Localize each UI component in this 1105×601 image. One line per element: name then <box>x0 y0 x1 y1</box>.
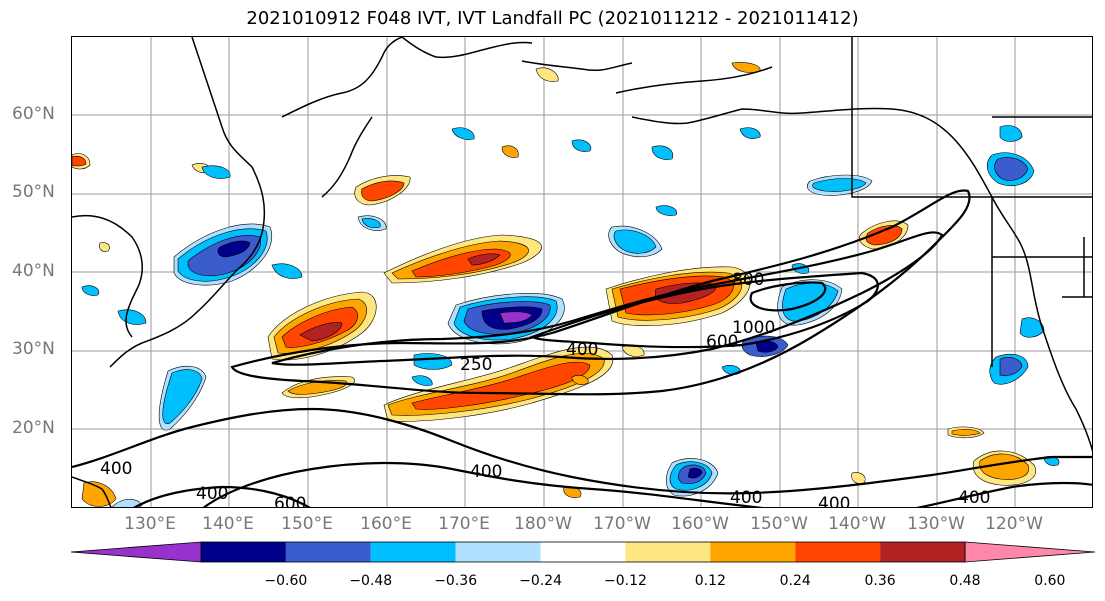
colorbar-tick-label: 0.60 <box>1034 573 1066 589</box>
contour-label-400-west: 400 <box>100 459 132 479</box>
lon-label-150w: 150°W <box>750 514 808 534</box>
lon-label-170e: 170°E <box>438 514 490 534</box>
lon-label-170w: 170°W <box>593 514 651 534</box>
colorbar-segment-max-extend <box>964 541 1096 563</box>
colorbar-tick-label: −0.60 <box>264 573 308 589</box>
lon-label-130w: 130°W <box>907 514 965 534</box>
lon-label-180w: 180°W <box>514 514 572 534</box>
ivt-contours <box>72 189 1092 507</box>
lon-label-120w: 120°W <box>985 514 1043 534</box>
colorbar-segment <box>455 542 541 562</box>
colorbar-segment <box>370 542 456 562</box>
contour-label-250: 250 <box>460 355 492 375</box>
lon-label-140w: 140°W <box>828 514 886 534</box>
colorbar-tick-label: 0.48 <box>949 573 981 589</box>
lon-label-160e: 160°E <box>360 514 412 534</box>
contour-label-1000: 1000 <box>732 318 775 338</box>
lat-label-50n: 50°N <box>12 182 55 202</box>
positive-anomaly-patches <box>72 62 1037 507</box>
lat-label-30n: 30°N <box>12 339 55 359</box>
colorbar-segment <box>795 542 881 562</box>
lat-label-20n: 20°N <box>12 418 55 438</box>
lat-label-60n: 60°N <box>12 104 55 124</box>
contour-label-400-southeast: 400 <box>818 494 850 508</box>
colorbar-tick-label: −0.24 <box>519 573 562 589</box>
colorbar-segment-min-extend <box>70 541 202 563</box>
colorbar-segment <box>710 542 796 562</box>
lon-label-150e: 150°E <box>281 514 333 534</box>
colorbar-tick-label: 0.36 <box>864 573 896 589</box>
colorbar-segment <box>201 542 286 562</box>
colorbar <box>70 541 1096 563</box>
contour-label-400: 400 <box>566 340 598 360</box>
lon-label-140e: 140°E <box>202 514 254 534</box>
colorbar-segments <box>70 541 1096 563</box>
contour-label-800: 800 <box>732 270 764 290</box>
colorbar-segment <box>540 542 626 562</box>
colorbar-tick-label: 0.24 <box>779 573 811 589</box>
contour-labels: 250 400 600 800 1000 400 400 400 600 400… <box>100 270 990 508</box>
lon-label-130e: 130°E <box>124 514 176 534</box>
colorbar-segment <box>880 542 965 562</box>
colorbar-segment <box>285 542 371 562</box>
contour-label-600-south: 600 <box>274 494 306 508</box>
contour-label-400-east: 400 <box>730 488 762 508</box>
colorbar-outline <box>200 541 966 563</box>
lat-label-40n: 40°N <box>12 261 55 281</box>
contour-label-400-southwest: 400 <box>196 484 228 504</box>
colorbar-tick-label: −0.48 <box>349 573 393 589</box>
map-title: 2021010912 F048 IVT, IVT Landfall PC (20… <box>246 8 859 29</box>
colorbar-tick-label: 0.12 <box>694 573 726 589</box>
colorbar-tick-label: −0.36 <box>434 573 478 589</box>
colorbar-tick-label: −0.12 <box>603 573 647 589</box>
coastlines <box>72 37 1092 507</box>
lon-label-160w: 160°W <box>671 514 729 534</box>
contour-label-400-south: 400 <box>470 462 502 482</box>
colorbar-segment <box>625 542 711 562</box>
map-canvas: 250 400 600 800 1000 400 400 400 600 400… <box>72 37 1092 508</box>
contour-label-600: 600 <box>706 332 738 352</box>
map-panel: 250 400 600 800 1000 400 400 400 600 400… <box>71 36 1093 508</box>
contour-label-400-far-east: 400 <box>958 488 990 508</box>
